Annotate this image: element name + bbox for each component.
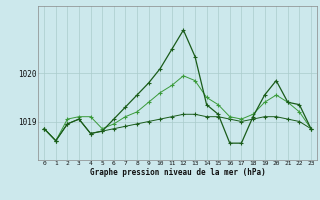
X-axis label: Graphe pression niveau de la mer (hPa): Graphe pression niveau de la mer (hPa) — [90, 168, 266, 177]
